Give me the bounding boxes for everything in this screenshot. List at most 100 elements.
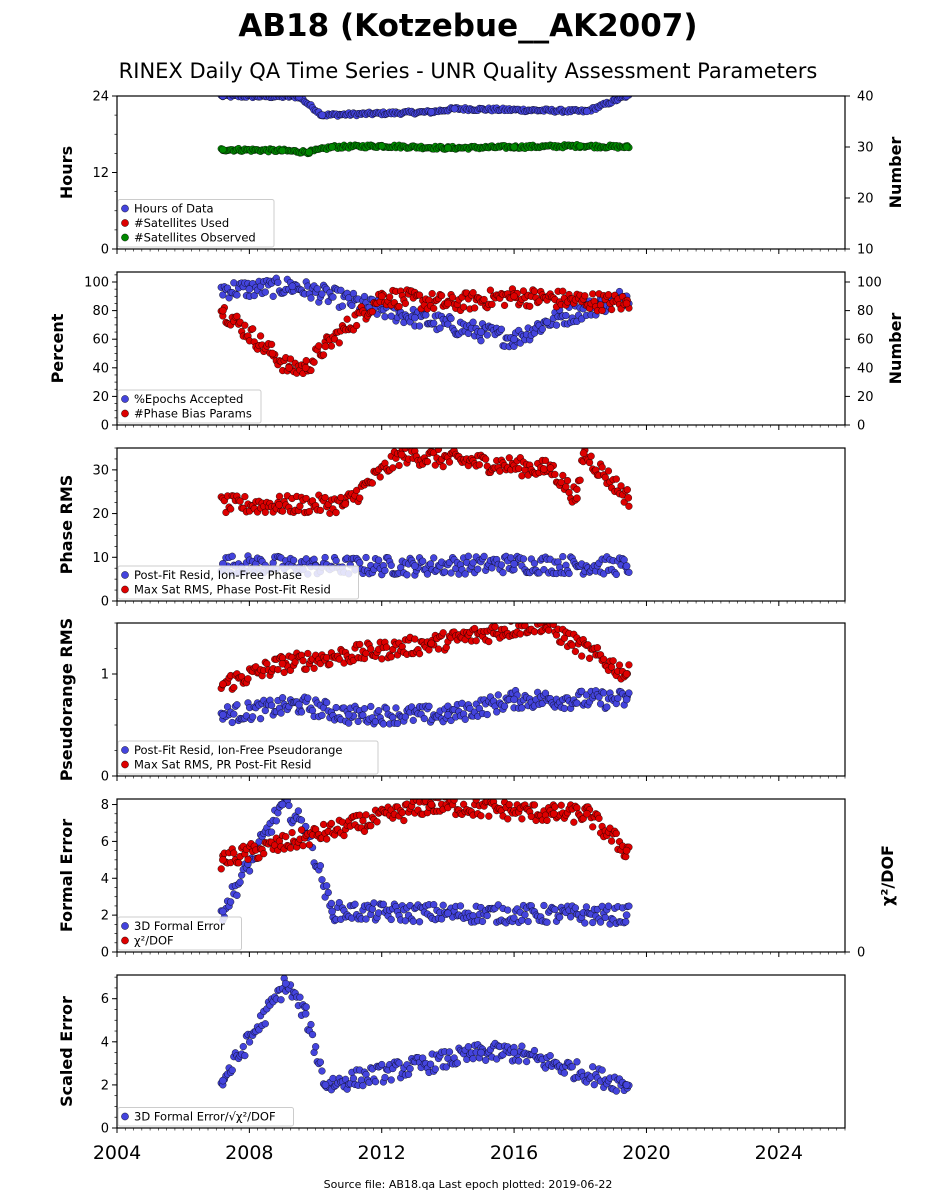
data-point [560, 1069, 568, 1077]
data-point [568, 641, 576, 649]
data-point [387, 1076, 395, 1084]
data-point [471, 304, 479, 312]
legend-label: Max Sat RMS, PR Post-Fit Resid [134, 758, 311, 772]
data-point [295, 700, 303, 709]
data-point [469, 318, 477, 326]
data-point [245, 867, 254, 875]
data-point [464, 1043, 472, 1051]
data-point [304, 649, 312, 658]
data-point [397, 450, 406, 459]
panel-pseudorange: 0 1 Pseudorange RMS Post-Fit Resid, Ion-Fre… [57, 614, 846, 785]
legend-box [117, 565, 359, 600]
data-point [494, 691, 502, 699]
data-point [428, 290, 436, 298]
data-point [321, 493, 329, 502]
data-point [519, 555, 528, 563]
data-point [578, 652, 586, 660]
data-point [552, 321, 561, 329]
legend-marker [121, 233, 129, 242]
data-point [612, 570, 620, 579]
data-point [589, 823, 597, 831]
data-point [598, 306, 606, 315]
data-point [625, 502, 633, 510]
data-point [557, 801, 565, 809]
y-axis-label: Scaled Error [57, 996, 76, 1107]
data-point [415, 322, 424, 330]
data-point [625, 661, 633, 669]
data-point [295, 96, 303, 101]
legend-pseudorange: Post-Fit Resid, Ion-Free PseudorangeMax … [117, 740, 379, 775]
data-point [305, 148, 313, 156]
data-point [447, 314, 455, 323]
legend-percent: %Epochs Accepted#Phase Bias Params [117, 389, 262, 424]
data-point [228, 718, 236, 727]
data-point [326, 660, 334, 668]
data-point [556, 913, 564, 921]
legend-label: #Satellites Used [134, 216, 229, 230]
data-point [318, 290, 326, 298]
data-point [477, 337, 485, 345]
data-point [373, 818, 381, 826]
data-point [576, 142, 585, 150]
data-point [401, 299, 410, 308]
data-point [510, 292, 518, 301]
data-point [349, 1074, 358, 1082]
legend-box [117, 389, 262, 424]
legend-label: Post-Fit Resid, Ion-Free Phase [134, 568, 302, 582]
y-right-tick-label: 0 [857, 419, 865, 434]
data-point [312, 1043, 320, 1051]
data-point [423, 570, 432, 578]
data-point [409, 917, 417, 925]
data-point [461, 570, 469, 578]
data-point [438, 291, 446, 300]
y-tick-label: 8 [101, 798, 109, 813]
data-point [327, 819, 336, 828]
y-tick-label: 10 [92, 551, 109, 566]
data-point [324, 888, 332, 897]
data-point [351, 900, 359, 908]
data-point [261, 288, 269, 296]
data-point [223, 703, 232, 711]
data-point [367, 822, 375, 830]
data-point [316, 862, 325, 870]
data-point [236, 878, 244, 886]
data-point [573, 494, 581, 503]
data-point [360, 705, 369, 713]
y-right-tick-label: 80 [857, 304, 874, 319]
legend-label: Post-Fit Resid, Ion-Free Pseudorange [134, 743, 342, 757]
data-point [593, 644, 602, 652]
data-point [386, 293, 394, 301]
data-point [233, 891, 241, 899]
legend-marker [121, 571, 129, 579]
data-point [434, 645, 443, 653]
y-tick-label: 1 [101, 668, 109, 683]
data-point [510, 914, 518, 922]
data-point [622, 143, 631, 151]
data-point [286, 355, 295, 363]
data-point [319, 351, 328, 359]
data-point [239, 1043, 247, 1051]
data-point [285, 801, 293, 810]
legend-label: Hours of Data [134, 202, 214, 216]
panel-points-hours [217, 96, 633, 158]
data-point [590, 1081, 598, 1089]
data-point [230, 683, 238, 692]
data-point [622, 670, 631, 678]
data-point [624, 494, 633, 502]
data-point [395, 1059, 403, 1067]
data-point [430, 900, 438, 909]
data-point [604, 902, 613, 910]
data-point [362, 553, 370, 562]
data-point [551, 905, 559, 914]
data-point [255, 854, 263, 862]
data-point [469, 1055, 477, 1063]
data-point [296, 993, 304, 1001]
data-point [589, 1063, 597, 1071]
data-point [529, 614, 536, 621]
panel-points-pseudorange [217, 614, 633, 728]
legend-label: #Phase Bias Params [134, 407, 252, 421]
data-point [523, 1057, 531, 1066]
